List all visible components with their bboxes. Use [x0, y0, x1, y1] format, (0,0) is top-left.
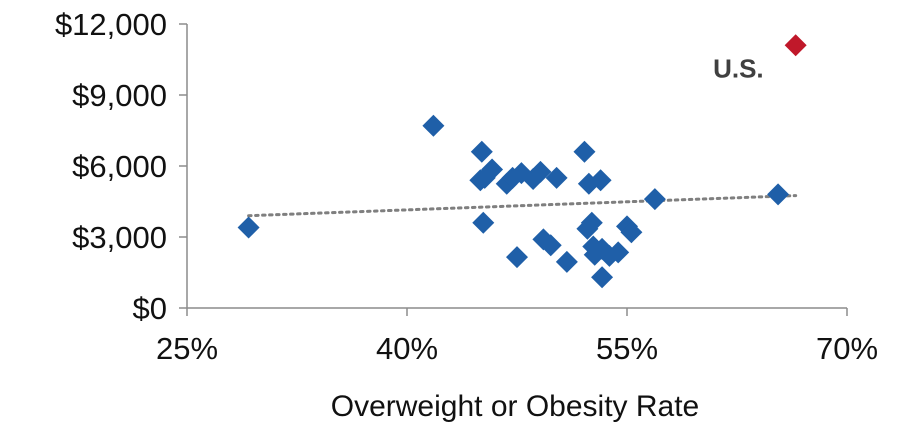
data-point: [470, 140, 493, 163]
data-point: [589, 169, 612, 192]
x-tick-label: 25%: [156, 331, 218, 366]
data-point: [573, 140, 596, 163]
data-point: [767, 183, 790, 206]
data-point: [555, 250, 578, 273]
y-tick-label: $6,000: [72, 149, 167, 184]
data-point: [607, 241, 630, 264]
data-point: [529, 160, 552, 183]
trendline: [247, 194, 798, 218]
y-tick-label: $12,000: [55, 7, 167, 42]
x-tick-label: 70%: [816, 331, 878, 366]
data-point: [422, 114, 445, 137]
annotations: U.S.: [713, 53, 764, 83]
data-point: [583, 243, 606, 266]
data-point: [591, 266, 614, 289]
y-ticks: $0 $3,000 $6,000 $9,000 $12,000: [55, 7, 187, 326]
data-points: [237, 34, 807, 289]
axes: $0 $3,000 $6,000 $9,000 $12,000 25% 40% 55% 70%: [55, 7, 878, 366]
data-point: [506, 246, 528, 269]
y-tick-label: $3,000: [72, 220, 167, 255]
x-tick-label: 40%: [376, 331, 438, 366]
trendline-group: [247, 194, 798, 218]
data-point: [237, 216, 260, 239]
y-tick-label: $0: [133, 291, 167, 326]
data-point: [472, 211, 495, 234]
data-point: [545, 166, 568, 189]
data-point: [620, 221, 643, 244]
us-annotation-label: U.S.: [713, 53, 764, 83]
data-point: [580, 211, 603, 234]
x-tick-label: 55%: [596, 331, 658, 366]
x-ticks: 25% 40% 55% 70%: [156, 308, 878, 366]
data-point: [481, 158, 504, 181]
us-data-point: [784, 34, 807, 57]
x-axis-title: Overweight or Obesity Rate: [331, 390, 699, 423]
data-point: [591, 237, 614, 260]
data-point: [643, 188, 666, 211]
y-tick-label: $9,000: [72, 78, 167, 113]
data-point: [539, 234, 562, 257]
